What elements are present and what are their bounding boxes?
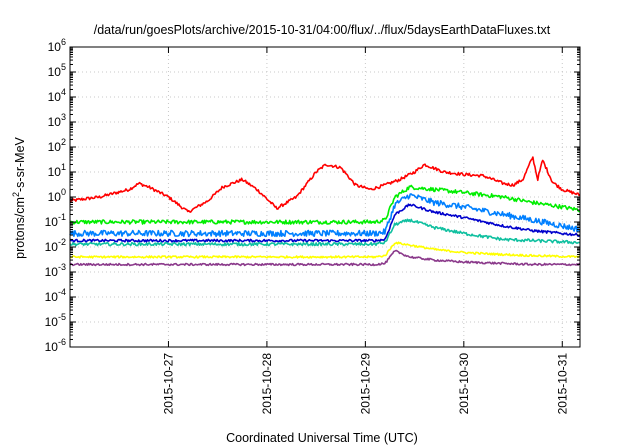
series-line-4: [69, 203, 581, 243]
y-tick-base: 10: [45, 240, 59, 254]
y-tick-base: 10: [48, 140, 62, 154]
y-tick-base: 10: [45, 315, 59, 329]
y-tick-label: 101: [48, 162, 66, 179]
y-tick-base: 10: [48, 90, 62, 104]
y-tick-base: 10: [48, 115, 62, 129]
y-tick-label: 10-5: [45, 312, 66, 329]
y-axis-title: protons/cm2-s-sr-MeV: [11, 136, 27, 258]
x-tick-labels: 2015-10-27 2015-10-28 2015-10-29 2015-10-30…: [161, 353, 569, 415]
y-tick-base: 10: [45, 265, 59, 279]
y-tick-exponent: -6: [58, 337, 66, 347]
series-line-2: [69, 184, 581, 225]
y-tick-base: 10: [45, 215, 59, 229]
y-tick-exponent: 2: [61, 137, 66, 147]
series-line-7: [69, 249, 581, 267]
x-tick-label: 2015-10-31: [555, 353, 569, 415]
chart-title: /data/run/goesPlots/archive/2015-10-31/0…: [94, 23, 551, 37]
x-axis-title: Coordinated Universal Time (UTC): [226, 431, 418, 445]
y-tick-label: 100: [48, 187, 66, 204]
x-tick-label: 2015-10-29: [358, 353, 372, 415]
y-tick-base: 10: [48, 190, 62, 204]
y-tick-exponent: 4: [61, 87, 66, 97]
y-tick-label: 105: [48, 62, 66, 79]
y-tick-label: 10-2: [45, 237, 66, 254]
y-tick-base: 10: [48, 165, 62, 179]
y-tick-exponent: 0: [61, 187, 66, 197]
y-tick-exponent: -2: [58, 237, 66, 247]
y-tick-exponent: 6: [61, 37, 66, 47]
y-tick-exponent: -3: [58, 262, 66, 272]
y-axis-title-sup: 2: [11, 192, 21, 197]
series-line-1: [69, 156, 581, 213]
y-tick-base: 10: [45, 340, 59, 354]
y-tick-label: 10-3: [45, 262, 66, 279]
y-tick-label: 103: [48, 112, 66, 129]
y-tick-labels: 10-610-510-410-310-210-11001011021031041…: [45, 37, 66, 354]
y-tick-label: 104: [48, 87, 66, 104]
series-line-6: [69, 241, 580, 259]
y-tick-exponent: -1: [58, 212, 66, 222]
series-line-3: [69, 193, 581, 238]
y-axis-title-base: protons/cm: [13, 197, 27, 259]
y-tick-base: 10: [48, 65, 62, 79]
series-layer: [69, 156, 581, 267]
y-tick-base: 10: [48, 40, 62, 54]
y-tick-label: 102: [48, 137, 66, 154]
y-tick-label: 10-6: [45, 337, 66, 354]
x-tick-label: 2015-10-28: [260, 353, 274, 415]
x-tick-label: 2015-10-27: [161, 353, 175, 415]
y-tick-label: 10-4: [45, 287, 66, 304]
y-tick-exponent: -4: [58, 287, 66, 297]
y-tick-label: 106: [48, 37, 66, 54]
series-line-5: [69, 218, 581, 247]
grid: [70, 47, 580, 347]
axis-ticks: [70, 46, 580, 348]
y-tick-exponent: 1: [61, 162, 66, 172]
y-tick-label: 10-1: [45, 212, 66, 229]
y-axis-title-rest: -s-sr-MeV: [13, 136, 27, 192]
y-tick-exponent: 5: [61, 62, 66, 72]
y-tick-exponent: 3: [61, 112, 66, 122]
y-tick-base: 10: [45, 290, 59, 304]
x-tick-label: 2015-10-30: [457, 353, 471, 415]
y-tick-exponent: -5: [58, 312, 66, 322]
